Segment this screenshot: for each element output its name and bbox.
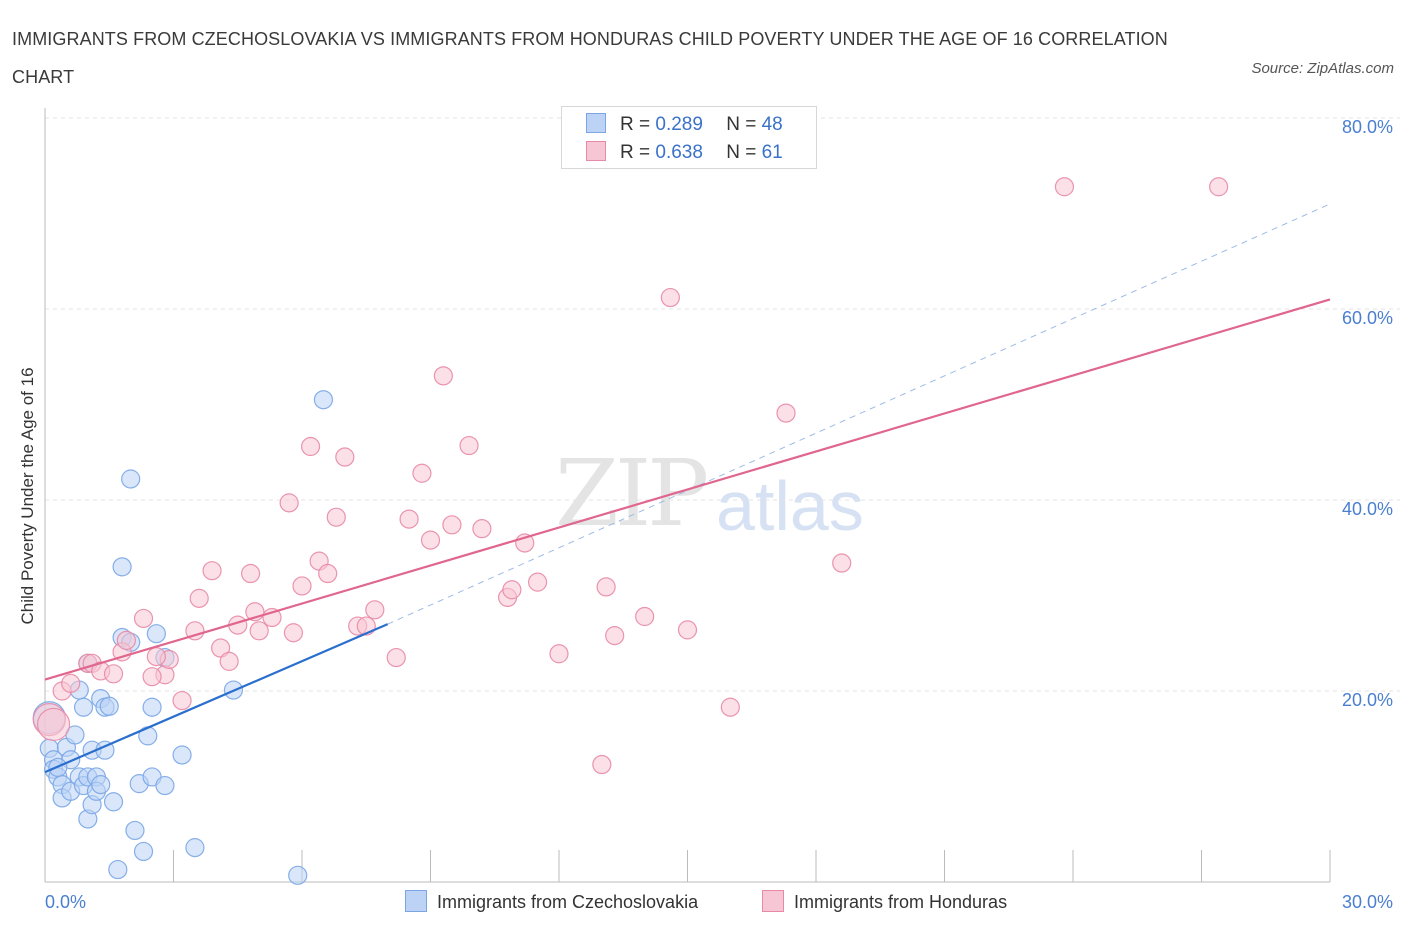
point-honduras bbox=[172, 690, 192, 711]
point-honduras bbox=[133, 608, 154, 629]
point-honduras bbox=[720, 697, 740, 717]
y-axis-title: Child Poverty Under the Age of 16 bbox=[18, 367, 37, 624]
pink-swatch bbox=[586, 141, 606, 161]
point-honduras bbox=[189, 588, 209, 608]
x-tick-label: 0.0% bbox=[45, 892, 86, 912]
point-czechoslovakia bbox=[146, 624, 166, 644]
n-label: N = bbox=[726, 142, 757, 163]
y-tick-label: 60.0% bbox=[1342, 308, 1393, 328]
blue-swatch bbox=[405, 890, 427, 912]
point-honduras bbox=[776, 403, 796, 423]
point-honduras bbox=[241, 563, 261, 584]
watermark-zip: ZIP bbox=[555, 440, 709, 547]
point-czechoslovakia bbox=[185, 838, 205, 858]
point-honduras bbox=[142, 667, 162, 687]
point-czechoslovakia bbox=[91, 774, 111, 795]
point-honduras bbox=[219, 651, 239, 671]
n-value: 48 bbox=[761, 114, 783, 135]
trend-line-czechoslovakia-extended bbox=[387, 203, 1331, 625]
blue-swatch bbox=[586, 113, 606, 133]
point-czechoslovakia bbox=[121, 469, 141, 489]
r-value: 0.289 bbox=[655, 114, 703, 135]
point-honduras bbox=[527, 572, 548, 592]
point-honduras bbox=[592, 754, 612, 775]
point-czechoslovakia bbox=[288, 865, 308, 885]
point-czechoslovakia bbox=[108, 859, 128, 880]
watermark-atlas: atlas bbox=[716, 467, 864, 545]
point-honduras bbox=[103, 664, 124, 684]
point-honduras bbox=[412, 463, 432, 483]
legend-label: Immigrants from Czechoslovakia bbox=[437, 892, 699, 912]
r-value: 0.638 bbox=[655, 142, 703, 163]
point-honduras bbox=[300, 436, 321, 457]
x-tick-label: 30.0% bbox=[1342, 892, 1393, 912]
point-honduras bbox=[399, 509, 419, 529]
n-value: 61 bbox=[761, 142, 783, 163]
point-honduras bbox=[326, 507, 346, 527]
legend-label: Immigrants from Honduras bbox=[794, 892, 1008, 912]
source-label: Source: ZipAtlas.com bbox=[1251, 60, 1394, 77]
point-honduras bbox=[249, 621, 269, 641]
point-honduras bbox=[502, 580, 522, 600]
point-honduras bbox=[1209, 177, 1229, 197]
point-honduras bbox=[185, 621, 205, 641]
point-honduras bbox=[677, 620, 698, 640]
point-honduras bbox=[211, 638, 231, 658]
stats-legend: R = 0.289 N = 48 R = 0.638 N = 61 bbox=[561, 106, 817, 169]
point-honduras bbox=[420, 530, 441, 550]
point-honduras bbox=[279, 493, 299, 513]
point-honduras bbox=[202, 561, 222, 581]
point-honduras bbox=[146, 647, 166, 667]
y-tick-label: 20.0% bbox=[1342, 690, 1393, 710]
point-czechoslovakia bbox=[172, 745, 192, 765]
point-honduras bbox=[335, 447, 355, 467]
point-czechoslovakia bbox=[155, 775, 175, 796]
point-honduras bbox=[386, 647, 406, 668]
point-czechoslovakia bbox=[313, 390, 334, 410]
point-czechoslovakia bbox=[73, 697, 94, 717]
point-czechoslovakia bbox=[103, 792, 124, 812]
point-honduras bbox=[365, 600, 385, 620]
point-honduras bbox=[596, 577, 616, 597]
trend-line-czechoslovakia bbox=[44, 623, 389, 774]
point-honduras bbox=[292, 576, 312, 596]
point-honduras bbox=[442, 515, 462, 535]
point-honduras bbox=[36, 707, 71, 742]
stats-legend-row-honduras: R = 0.638 N = 61 bbox=[586, 141, 783, 165]
trend-line-honduras bbox=[44, 298, 1331, 681]
stats-legend-row-czechoslovakia: R = 0.289 N = 48 bbox=[586, 113, 783, 137]
point-czechoslovakia bbox=[133, 841, 154, 862]
point-honduras bbox=[459, 435, 479, 456]
legend-item-czechoslovakia[interactable]: Immigrants from Czechoslovakia bbox=[405, 890, 698, 913]
y-tick-label: 80.0% bbox=[1342, 117, 1393, 137]
n-label: N = bbox=[726, 114, 757, 135]
chart-title: IMMIGRANTS FROM CZECHOSLOVAKIA VS IMMIGR… bbox=[12, 29, 1168, 87]
point-honduras bbox=[472, 519, 492, 539]
r-label: R = bbox=[620, 114, 651, 135]
point-honduras bbox=[1054, 177, 1075, 197]
point-czechoslovakia bbox=[125, 820, 145, 841]
point-honduras bbox=[116, 630, 136, 650]
pink-swatch bbox=[762, 890, 784, 912]
point-honduras bbox=[433, 366, 453, 386]
y-tick-label: 40.0% bbox=[1342, 499, 1393, 519]
point-honduras bbox=[549, 644, 569, 664]
point-honduras bbox=[605, 626, 625, 646]
point-honduras bbox=[61, 673, 81, 693]
point-honduras bbox=[635, 606, 655, 627]
point-honduras bbox=[318, 563, 338, 584]
point-czechoslovakia bbox=[112, 557, 132, 577]
r-label: R = bbox=[620, 142, 651, 163]
point-honduras bbox=[283, 623, 304, 643]
point-czechoslovakia bbox=[142, 697, 162, 717]
legend-item-honduras[interactable]: Immigrants from Honduras bbox=[762, 890, 1007, 913]
point-czechoslovakia bbox=[99, 696, 119, 716]
point-honduras bbox=[660, 287, 680, 308]
point-honduras bbox=[832, 553, 852, 573]
